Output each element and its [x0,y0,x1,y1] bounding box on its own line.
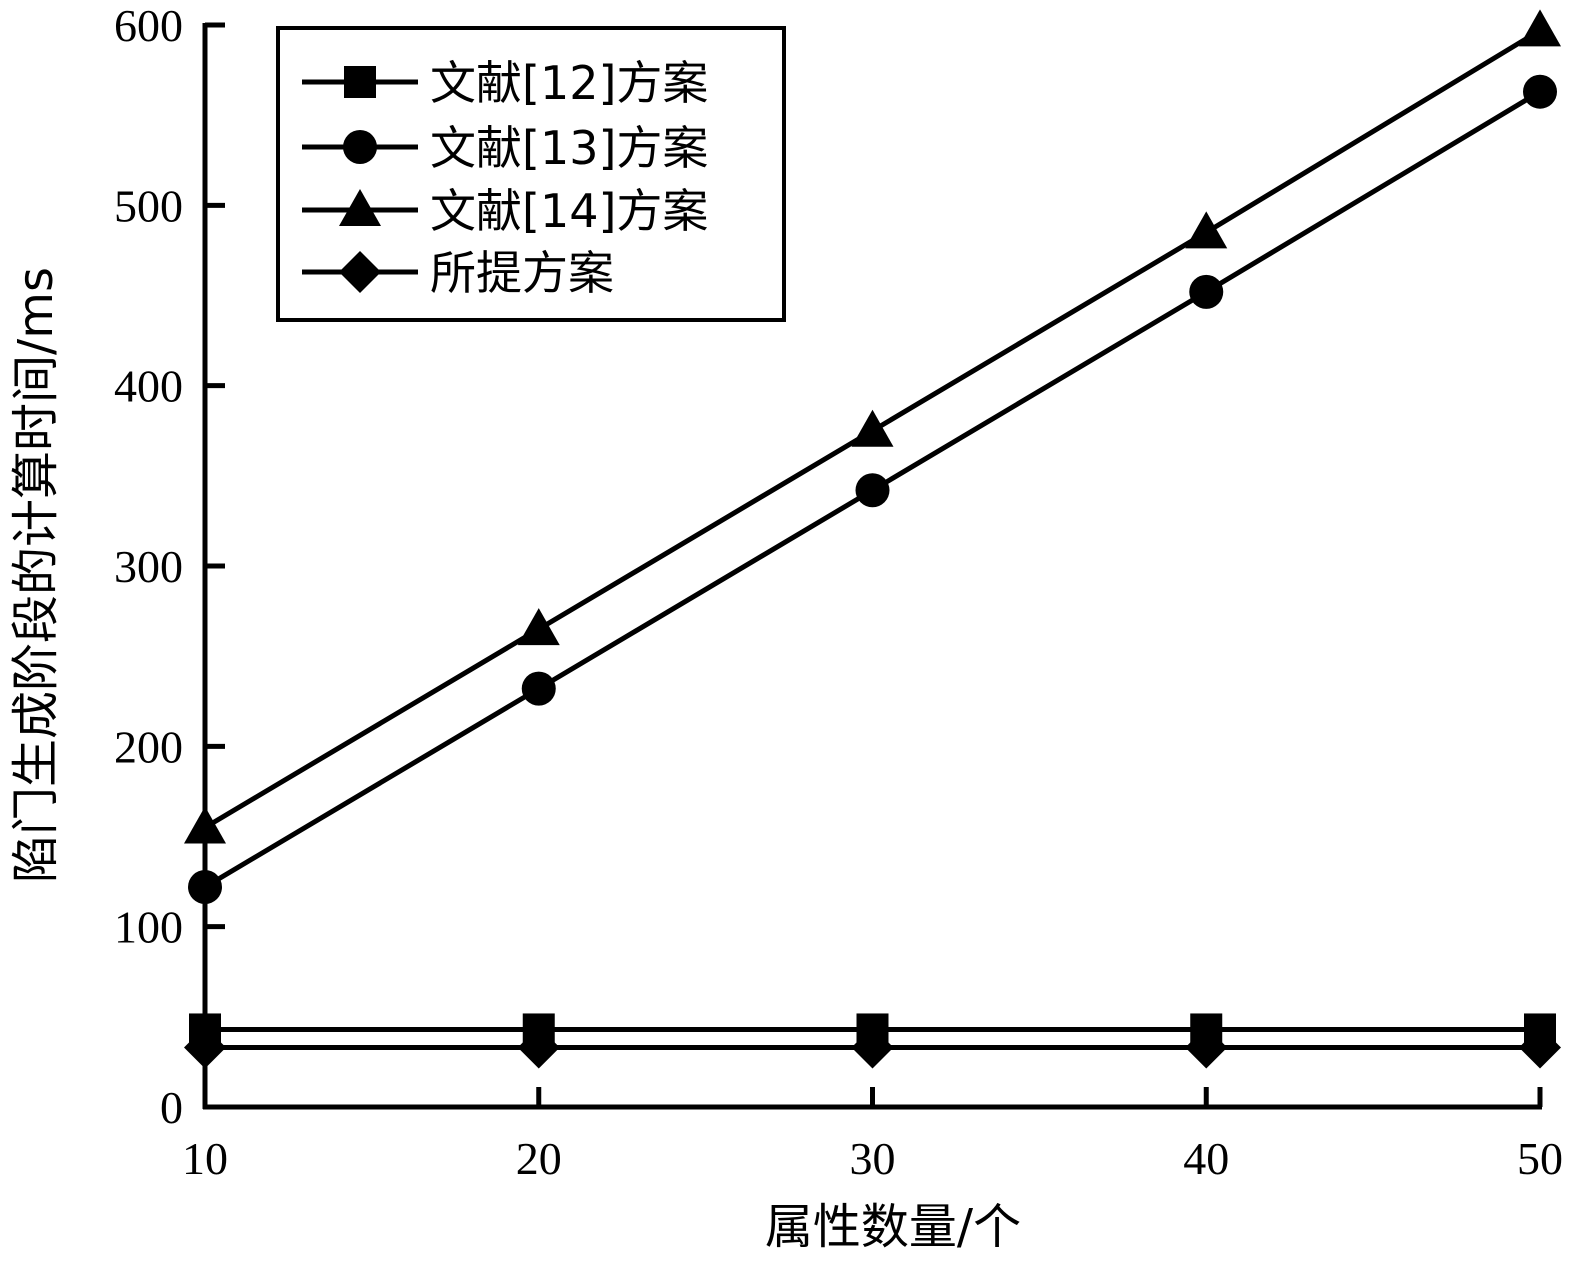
legend-marker-2 [343,130,377,164]
y-tick-label-0: 0 [160,1082,183,1133]
y-tick-label-200: 200 [114,721,183,772]
data-point-s4-3 [851,1026,894,1069]
x-tick-label-40: 40 [1183,1133,1229,1184]
x-tick-label-30: 30 [850,1133,896,1184]
x-tick-label-10: 10 [182,1133,228,1184]
y-tick-label-400: 400 [114,361,183,412]
data-point-s3-3 [851,409,894,447]
y-axis-title: 陷门生成阶段的计算时间/ms [8,267,64,883]
y-tick-label-300: 300 [114,541,183,592]
y-tick-label-100: 100 [114,902,183,953]
legend-marker-3 [339,189,381,226]
legend-marker-1 [344,66,376,98]
legend-marker-4 [339,251,381,293]
data-point-s4-4 [1185,1026,1228,1069]
axes-layer: 0 100 200 300 400 500 600 10 20 30 40 50 [114,0,1563,1184]
x-axis-title: 属性数量/个 [765,1199,1021,1255]
data-point-s2-2 [521,671,556,706]
data-point-s3-5 [1519,9,1561,47]
data-point-s2-3 [855,473,890,508]
y-tick-label-600: 600 [114,0,183,51]
data-point-s2-4 [1189,274,1224,309]
x-tick-label-50: 50 [1517,1133,1563,1184]
legend-label-1: 文献[12]方案 [430,56,708,110]
legend-label-4: 所提方案 [430,246,614,300]
series-layer [184,9,1561,1069]
data-point-s4-2 [517,1026,560,1069]
data-point-s2-5 [1523,74,1557,109]
x-tick-label-20: 20 [516,1133,562,1184]
legend-label-2: 文献[13]方案 [430,121,708,175]
data-point-s3-2 [517,608,560,646]
data-point-s3-4 [1185,211,1228,249]
data-point-s4-5 [1519,1026,1561,1069]
legend-label-3: 文献[14]方案 [430,184,708,238]
y-tick-label-500: 500 [114,180,183,231]
